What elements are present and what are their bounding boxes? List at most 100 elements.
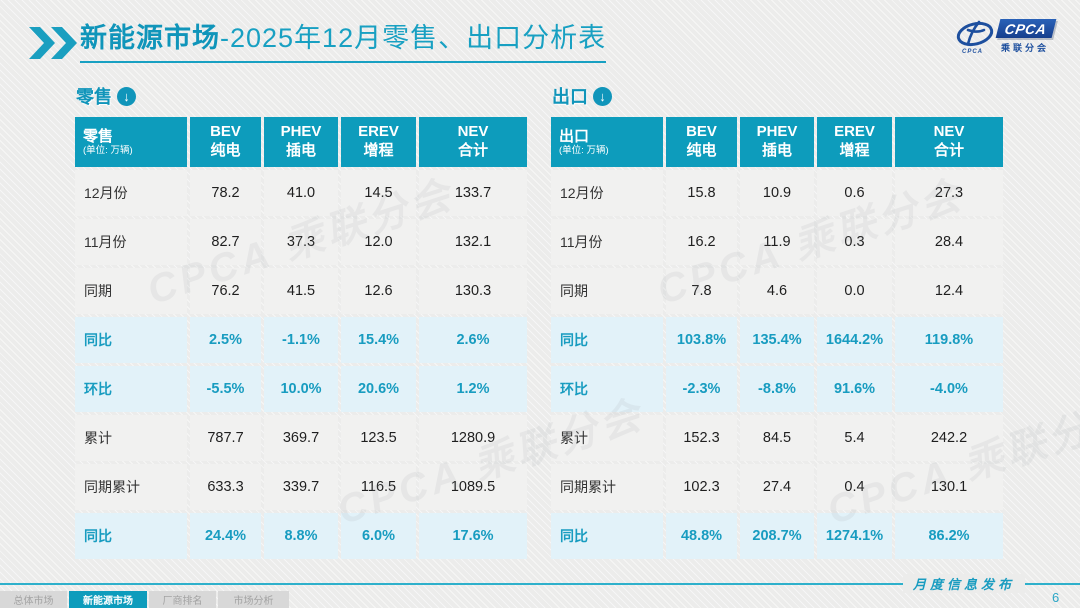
- export-table-row: 同比 103.8% 135.4% 1644.2% 119.8%: [551, 317, 1003, 363]
- down-arrow-icon: ↓: [117, 86, 136, 106]
- export-table-row: 12月份 15.8 10.9 0.6 27.3: [551, 170, 1003, 216]
- retail-table-row: 同期 76.2 41.5 12.6 130.3: [75, 268, 527, 314]
- retail-table-row: 同比 2.5% -1.1% 15.4% 2.6%: [75, 317, 527, 363]
- data-cell: 2.5%: [190, 317, 261, 363]
- data-cell: 1644.2%: [817, 317, 892, 363]
- retail-table-row: 同比 24.4% 8.8% 6.0% 17.6%: [75, 513, 527, 559]
- retail-section-title: 零售: [76, 87, 112, 107]
- data-cell: 12.0: [341, 219, 416, 265]
- data-cell: 130.1: [895, 464, 1003, 510]
- bottom-tab-bar: 总体市场 新能源市场 厂商排名 市场分析: [0, 591, 289, 608]
- data-cell: 787.7: [190, 415, 261, 461]
- data-cell: -2.3%: [666, 366, 737, 412]
- data-cell: 123.5: [341, 415, 416, 461]
- retail-unit-title: 零售: [83, 127, 114, 145]
- column-header-phev: PHEV 插电: [264, 117, 338, 167]
- export-unit-note: (单位: 万辆): [559, 144, 609, 156]
- data-cell: 6.0%: [341, 513, 416, 559]
- footer-divider-line: [0, 583, 1080, 585]
- export-unit-cell: 出口 (单位: 万辆): [551, 117, 663, 167]
- data-cell: 102.3: [666, 464, 737, 510]
- cpca-brand-flag: CPCA: [995, 19, 1057, 38]
- data-cell: 0.0: [817, 268, 892, 314]
- export-table-row: 环比 -2.3% -8.8% 91.6% -4.0%: [551, 366, 1003, 412]
- data-cell: 8.8%: [264, 513, 338, 559]
- export-header-row: 出口 (单位: 万辆) BEV 纯电 PHEV 插电 EREV 增程 NEV 合计: [551, 117, 1003, 167]
- row-label: 同比: [75, 317, 187, 363]
- data-cell: 5.4: [817, 415, 892, 461]
- data-cell: 11.9: [740, 219, 814, 265]
- data-cell: 7.8: [666, 268, 737, 314]
- data-cell: 10.0%: [264, 366, 338, 412]
- data-cell: 10.9: [740, 170, 814, 216]
- data-cell: 48.8%: [666, 513, 737, 559]
- data-cell: 0.6: [817, 170, 892, 216]
- tab-nev-market[interactable]: 新能源市场: [69, 591, 147, 608]
- data-cell: 0.3: [817, 219, 892, 265]
- page-title-primary: 新能源市场: [80, 23, 220, 53]
- tab-market-analysis[interactable]: 市场分析: [218, 591, 289, 608]
- row-label: 环比: [75, 366, 187, 412]
- tab-overall-market[interactable]: 总体市场: [0, 591, 67, 608]
- row-label: 累计: [75, 415, 187, 461]
- page-number: 6: [1052, 590, 1060, 605]
- data-cell: 116.5: [341, 464, 416, 510]
- page-title: 新能源市场-2025年12月零售、出口分析表: [80, 22, 607, 63]
- column-header-nev: NEV 合计: [895, 117, 1003, 167]
- cpca-brand-subtext: 乘联分会: [1000, 43, 1049, 53]
- retail-unit-note: (单位: 万辆): [83, 144, 133, 156]
- data-cell: 28.4: [895, 219, 1003, 265]
- data-cell: 130.3: [419, 268, 527, 314]
- cpca-logo: CPCA CPCA 乘联分会: [956, 16, 1057, 62]
- data-cell: 135.4%: [740, 317, 814, 363]
- retail-table-row: 11月份 82.7 37.3 12.0 132.1: [75, 219, 527, 265]
- data-cell: 4.6: [740, 268, 814, 314]
- row-label: 11月份: [551, 219, 663, 265]
- data-cell: 339.7: [264, 464, 338, 510]
- row-label: 同期: [551, 268, 663, 314]
- data-cell: 242.2: [895, 415, 1003, 461]
- data-cell: 1.2%: [419, 366, 527, 412]
- data-cell: 78.2: [190, 170, 261, 216]
- data-cell: 133.7: [419, 170, 527, 216]
- cpca-swoosh-caption: CPCA: [962, 49, 984, 55]
- data-cell: 2.6%: [419, 317, 527, 363]
- column-header-bev: BEV 纯电: [190, 117, 261, 167]
- tab-manufacturer-ranking[interactable]: 厂商排名: [149, 591, 216, 608]
- data-cell: 20.6%: [341, 366, 416, 412]
- data-cell: 24.4%: [190, 513, 261, 559]
- export-table-row: 同比 48.8% 208.7% 1274.1% 86.2%: [551, 513, 1003, 559]
- export-section-title: 出口: [552, 87, 588, 107]
- export-unit-title: 出口: [559, 127, 590, 145]
- row-label: 同比: [75, 513, 187, 559]
- retail-section-label: 零售 ↓: [76, 83, 530, 109]
- export-table-row: 同期 7.8 4.6 0.0 12.4: [551, 268, 1003, 314]
- retail-table: 零售 (单位: 万辆) BEV 纯电 PHEV 插电 EREV 增程 NEV 合计 12…: [72, 114, 530, 562]
- export-table-row: 11月份 16.2 11.9 0.3 28.4: [551, 219, 1003, 265]
- export-table-row: 同期累计 102.3 27.4 0.4 130.1: [551, 464, 1003, 510]
- retail-table-row: 累计 787.7 369.7 123.5 1280.9: [75, 415, 527, 461]
- data-cell: -4.0%: [895, 366, 1003, 412]
- row-label: 11月份: [75, 219, 187, 265]
- publication-label: 月度信息发布: [903, 574, 1026, 593]
- data-cell: -5.5%: [190, 366, 261, 412]
- data-cell: 15.4%: [341, 317, 416, 363]
- data-cell: 41.5: [264, 268, 338, 314]
- cpca-swoosh-icon: [956, 20, 994, 47]
- data-cell: 14.5: [341, 170, 416, 216]
- data-cell: 86.2%: [895, 513, 1003, 559]
- export-table-row: 累计 152.3 84.5 5.4 242.2: [551, 415, 1003, 461]
- export-section-label: 出口 ↓: [552, 83, 1006, 109]
- data-cell: 15.8: [666, 170, 737, 216]
- row-label: 同比: [551, 513, 663, 559]
- data-cell: 152.3: [666, 415, 737, 461]
- row-label: 12月份: [75, 170, 187, 216]
- retail-table-row: 同期累计 633.3 339.7 116.5 1089.5: [75, 464, 527, 510]
- data-cell: 369.7: [264, 415, 338, 461]
- row-label: 同期累计: [75, 464, 187, 510]
- data-cell: 119.8%: [895, 317, 1003, 363]
- data-cell: 1089.5: [419, 464, 527, 510]
- row-label: 同期累计: [551, 464, 663, 510]
- data-cell: 103.8%: [666, 317, 737, 363]
